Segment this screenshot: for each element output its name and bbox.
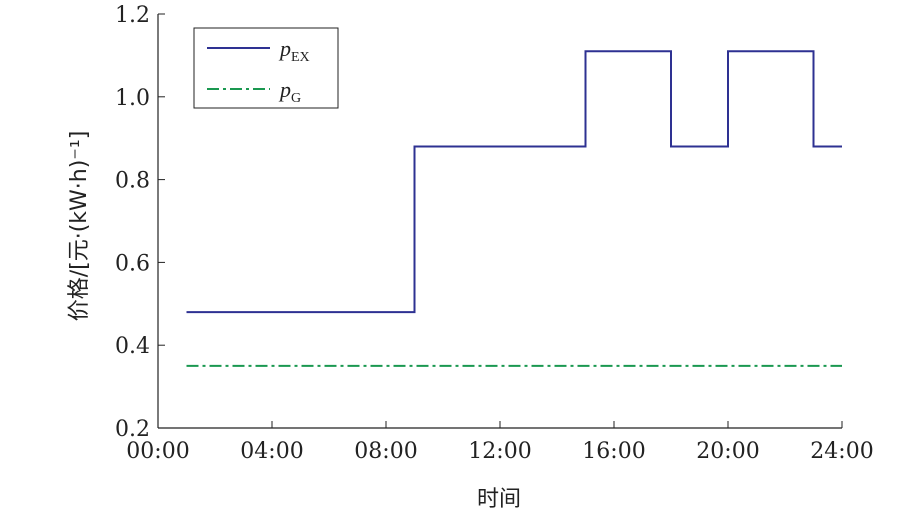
- x-tick-label: 08:00: [354, 439, 417, 464]
- x-tick-label: 20:00: [696, 439, 759, 464]
- x-tick-label: 00:00: [126, 439, 189, 464]
- y-axis-title: 价格/[元·(kW·h)⁻¹]: [67, 131, 92, 322]
- series-line-pex: [186, 50, 842, 314]
- x-axis-title: 时间: [477, 487, 521, 512]
- ticks: 00:00 04:00 08:00 12:00 16:00 20:00 24:00 0.2 0.…: [115, 3, 874, 464]
- y-tick-label: 0.8: [115, 169, 150, 194]
- legend-box: [193, 27, 339, 109]
- y-tick-label: 1.0: [115, 86, 150, 111]
- x-tick-label: 12:00: [468, 439, 531, 464]
- x-tick-label: 24:00: [810, 439, 873, 464]
- y-tick-label: 1.2: [115, 3, 150, 28]
- legend-label-pex: pEX: [278, 36, 310, 65]
- y-tick-label: 0.2: [115, 417, 150, 442]
- legend-label-pg: pG: [278, 77, 301, 106]
- y-tick-label: 0.6: [115, 251, 150, 276]
- x-tick-label: 04:00: [240, 439, 303, 464]
- legend: pEX pG: [193, 27, 339, 109]
- series-lines: [186, 50, 842, 367]
- x-tick-label: 16:00: [582, 439, 645, 464]
- y-tick-label: 0.4: [115, 334, 150, 359]
